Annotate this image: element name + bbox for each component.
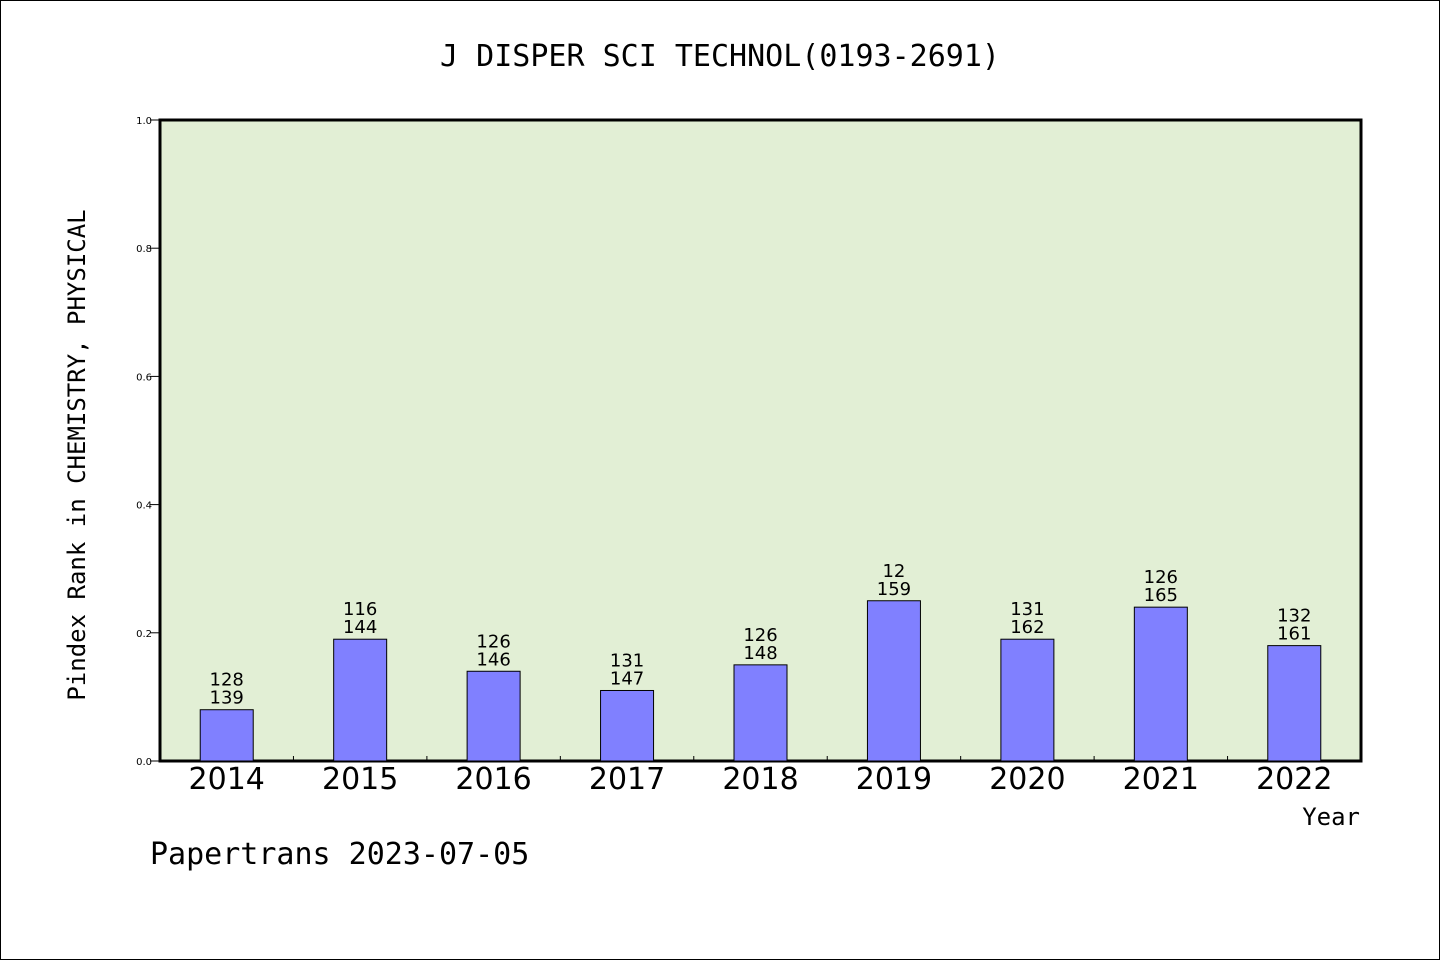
bar-label-bottom: 144 <box>343 617 377 638</box>
bar-label-top: 132 <box>1277 606 1311 627</box>
x-tick-label: 2021 <box>1123 762 1199 797</box>
bar-label-bottom: 161 <box>1277 624 1311 645</box>
chart-title: J DISPER SCI TECHNOL(0193-2691) <box>440 39 1000 74</box>
bar <box>1267 645 1322 762</box>
bar-label-bottom: 147 <box>610 668 644 689</box>
x-tick-label: 2019 <box>856 762 932 797</box>
bar-label-top: 126 <box>743 625 777 646</box>
bar <box>466 670 521 762</box>
bar-label-top: 128 <box>210 670 244 691</box>
y-tick-label: 1.0 <box>136 116 152 127</box>
x-tick-label: 2015 <box>322 762 398 797</box>
x-axis: 2014 2015 2016 2017 2018 2019 2020 2021 2022 <box>189 756 1332 797</box>
bar-label-top: 116 <box>343 599 377 620</box>
x-tick-label: 2014 <box>189 762 265 797</box>
bar-label-bottom: 139 <box>210 688 244 709</box>
x-tick-label: 2018 <box>722 762 798 797</box>
bar <box>333 638 388 762</box>
bar <box>733 664 788 762</box>
bar-label-top: 131 <box>1010 599 1044 620</box>
x-tick-label: 2016 <box>455 762 531 797</box>
y-tick-label: 0.0 <box>136 757 152 768</box>
bar <box>199 709 254 762</box>
footer-text: Papertrans 2023-07-05 <box>150 837 529 872</box>
x-axis-label: Year <box>1302 803 1360 831</box>
bar-label-bottom: 162 <box>1010 617 1044 638</box>
y-tick-label: 0.8 <box>136 244 152 255</box>
bar-label-bottom: 146 <box>476 649 510 670</box>
x-tick-label: 2017 <box>589 762 665 797</box>
x-tick-label: 2020 <box>989 762 1065 797</box>
bar-label-top: 126 <box>1144 567 1178 588</box>
y-tick-label: 0.6 <box>136 372 152 383</box>
bar-label-top: 126 <box>476 631 510 652</box>
y-tick-label: 0.2 <box>136 629 152 640</box>
y-axis: 0.0 0.2 0.4 0.6 0.8 1.0 <box>136 116 160 768</box>
y-axis-label: Pindex Rank in CHEMISTRY, PHYSICAL <box>63 209 91 700</box>
bar-label-top: 131 <box>610 650 644 671</box>
bar <box>1000 638 1055 762</box>
y-tick-label: 0.4 <box>136 501 152 512</box>
bar <box>600 689 655 762</box>
bar-label-bottom: 165 <box>1144 585 1178 606</box>
x-tick-label: 2022 <box>1256 762 1332 797</box>
bar <box>1133 606 1188 762</box>
bar-label-bottom: 148 <box>743 643 777 664</box>
bar-label-top: 12 <box>882 561 905 582</box>
bar <box>866 600 921 762</box>
bar-label-bottom: 159 <box>877 579 911 600</box>
